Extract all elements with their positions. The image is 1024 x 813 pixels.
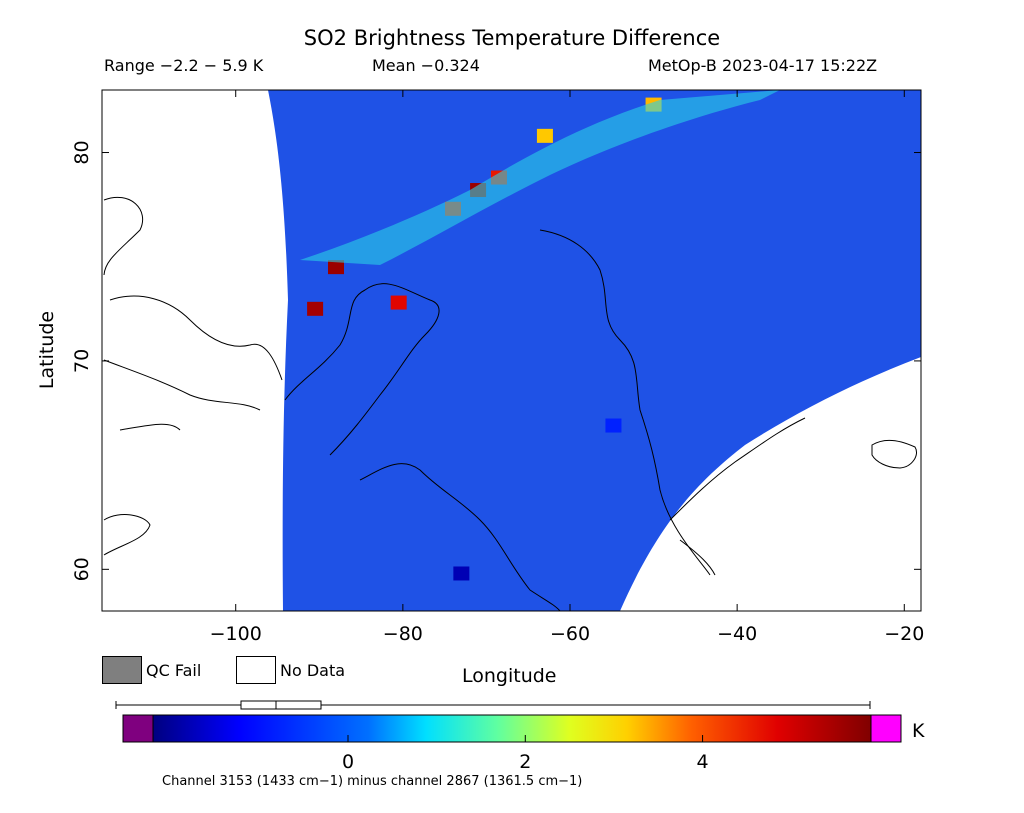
qc-fail-swatch <box>102 656 142 684</box>
swath-background <box>268 90 921 611</box>
colorbar-tick-group: 0 2 4 <box>342 735 709 773</box>
mean-text: Mean −0.324 <box>372 56 480 75</box>
feature-cell <box>536 128 553 143</box>
feature-cell <box>307 301 324 316</box>
map-title: SO2 Brightness Temperature Difference <box>303 26 721 50</box>
lon-tick-label: −40 <box>717 623 757 645</box>
colorbar-unit: K <box>912 720 925 742</box>
qc-fail-label: QC Fail <box>146 661 202 680</box>
feature-cell <box>328 260 344 275</box>
coastline-baffin <box>284 283 440 456</box>
colorbar-over <box>870 714 902 743</box>
colorbar-tick-label: 0 <box>342 751 354 773</box>
no-data-swatch <box>236 656 276 684</box>
channel-caption: Channel 3153 (1433 cm−1) minus channel 2… <box>162 774 583 789</box>
lat-tick-label: 70 <box>71 349 93 373</box>
feature-cell <box>390 295 407 310</box>
lat-tick-group: 60 70 80 <box>71 140 921 581</box>
lat-tick-label: 80 <box>71 140 93 164</box>
lon-tick-label: −20 <box>884 623 924 645</box>
range-text: Range −2.2 − 5.9 K <box>104 56 264 75</box>
warm-band <box>300 90 780 265</box>
coastline-iceland <box>871 439 917 469</box>
colorbar-under <box>122 714 154 743</box>
plot-frame <box>101 89 922 612</box>
source-text: MetOp-B 2023-04-17 15:22Z <box>648 56 878 75</box>
feature-cell <box>453 566 470 581</box>
x-axis-label: Longitude <box>462 665 557 687</box>
boxplot-box <box>240 700 322 710</box>
coastline-greenland <box>539 229 711 576</box>
lat-tick-label: 60 <box>71 557 93 581</box>
coastline-canada-west <box>103 196 283 556</box>
colorbar-tick-label: 4 <box>697 751 709 773</box>
no-data-label: No Data <box>280 661 346 680</box>
coastline-east-greenland <box>669 417 806 576</box>
colorbar-tick-label: 2 <box>519 751 531 773</box>
coastline-labrador <box>359 463 561 611</box>
lon-tick-label: −60 <box>550 623 590 645</box>
feature-cell <box>605 418 622 433</box>
lon-tick-label: −100 <box>210 623 262 645</box>
lon-tick-group: −100 −80 −60 −40 −20 <box>210 90 924 645</box>
lon-tick-label: −80 <box>383 623 423 645</box>
colorbar-gradient <box>152 714 872 743</box>
